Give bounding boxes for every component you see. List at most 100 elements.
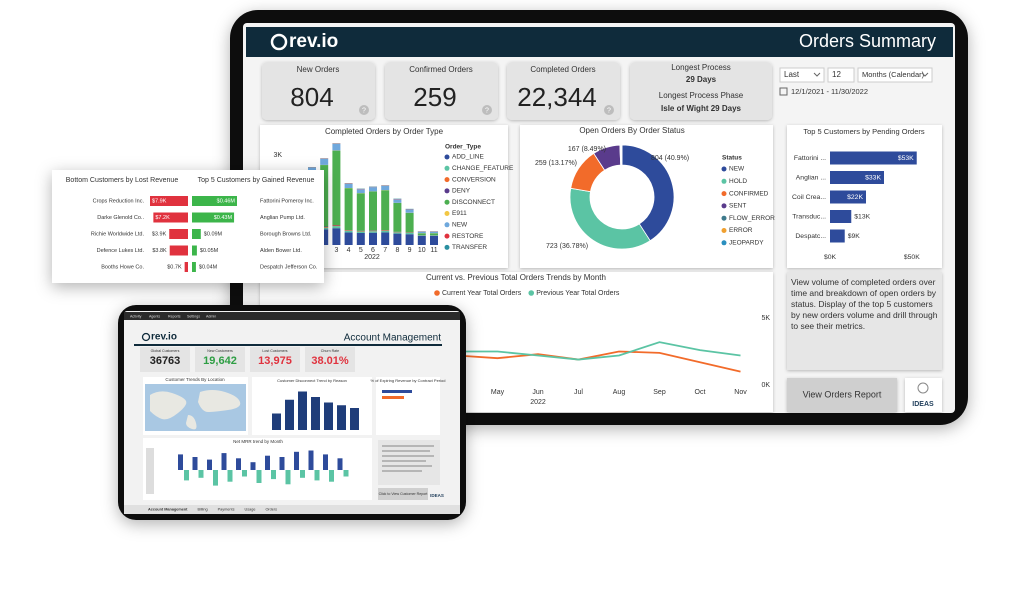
- chart-title: Net MRR trend by Month: [233, 439, 283, 444]
- bar: [337, 405, 346, 430]
- y-tick-label: Despatch Jefferson Co.: [260, 264, 318, 270]
- tab[interactable]: Payments: [218, 508, 235, 512]
- x-tick-label: May: [491, 389, 505, 396]
- description-box: [787, 272, 942, 370]
- bar-segment: [332, 143, 341, 151]
- dropdown[interactable]: [857, 67, 933, 83]
- bar: [192, 229, 201, 239]
- y-tick-label: Anglian ...: [796, 174, 826, 181]
- bar: [178, 454, 183, 470]
- x-tick-label: 8: [395, 247, 399, 254]
- bar: [308, 450, 314, 470]
- bar-segment: [369, 191, 377, 231]
- data-label: $0.43M: [214, 215, 233, 221]
- legend-marker: [444, 154, 450, 160]
- bar: [294, 451, 299, 470]
- data-label: 723 (36.78%): [546, 243, 588, 250]
- data-label: $0.04M: [199, 264, 218, 270]
- bar-segment: [417, 235, 426, 236]
- legend-marker: [721, 178, 727, 184]
- legend-title: Order_Type: [445, 144, 481, 151]
- tab[interactable]: Orders: [265, 508, 277, 512]
- legend-label: SENT: [729, 203, 746, 210]
- y-tick-label: Transduc...: [792, 213, 826, 220]
- kpi-card: [507, 62, 620, 120]
- button-label: View Orders Report: [803, 389, 882, 399]
- help-icon: [482, 105, 492, 115]
- donut-slice: [620, 144, 623, 166]
- bar-segment: [332, 150, 341, 226]
- bar: [343, 470, 349, 477]
- bar-segment: [405, 234, 414, 245]
- bar-segment: [405, 212, 414, 233]
- bar-segment: [417, 236, 426, 245]
- kpi-label: Longest Process: [671, 63, 731, 72]
- button[interactable]: [787, 378, 897, 412]
- nav-item: Agents: [149, 314, 160, 318]
- kpi-label: Longest Process Phase: [659, 91, 744, 100]
- donut-slice: [621, 144, 675, 242]
- legend-label: FLOW_ERROR: [729, 215, 775, 222]
- y-tick-label: 5K: [761, 315, 770, 322]
- bar: [329, 470, 334, 482]
- bar: [153, 212, 188, 223]
- kpi-card: [262, 62, 375, 120]
- tab[interactable]: Usage: [244, 508, 255, 512]
- legend-marker: [721, 166, 727, 172]
- legend-marker: [444, 211, 450, 216]
- bar-segment: [344, 232, 353, 245]
- bar-decor: [382, 396, 404, 399]
- bar: [250, 462, 256, 470]
- bar-segment: [356, 233, 365, 245]
- kpi-value: 38.01%: [311, 355, 349, 367]
- y-tick-label: Coil Crea...: [792, 194, 826, 201]
- input-value: 12: [832, 70, 841, 79]
- bar: [279, 457, 285, 470]
- input[interactable]: [827, 67, 855, 83]
- bar: [256, 470, 262, 483]
- legend-marker: [528, 290, 535, 296]
- button[interactable]: [378, 488, 428, 500]
- nav-item: Admin: [206, 314, 216, 318]
- bar-decor: [382, 390, 412, 393]
- bar-segment: [417, 231, 426, 234]
- kpi-card: [385, 62, 498, 120]
- description-box: [378, 440, 440, 485]
- legend-marker: [444, 165, 450, 171]
- kpi-value: 13,975: [258, 355, 292, 367]
- legend-label: RESTORE: [452, 233, 484, 240]
- tab[interactable]: Billing: [197, 508, 207, 512]
- x-tick-label: Jul: [574, 389, 583, 396]
- legend-marker: [721, 240, 727, 246]
- bar: [830, 210, 852, 223]
- help-icon-label: ?: [362, 107, 366, 114]
- data-label: $0.7K: [167, 264, 182, 270]
- data-label: $7.9K: [152, 198, 167, 204]
- x-tick-label: 10: [418, 247, 426, 254]
- tab[interactable]: Account Management: [148, 508, 188, 512]
- card-title: % of Expiring Revenue by Contract Period: [371, 378, 446, 383]
- logo: rev.io: [289, 31, 338, 52]
- legend-label: Current Year Total Orders: [442, 290, 522, 297]
- bar-segment: [405, 233, 414, 235]
- legend-marker: [444, 222, 450, 228]
- landmass: [150, 390, 241, 430]
- dropdown-value: Months (Calendar): [862, 70, 925, 79]
- bar-segment: [393, 199, 402, 203]
- chart-title: Customer Disconnect Trend by Reason: [277, 378, 347, 383]
- dropdown[interactable]: [779, 67, 825, 83]
- bar-segment: [344, 188, 353, 231]
- legend-marker: [444, 177, 450, 183]
- chart-title: Completed Orders by Order Type: [325, 127, 444, 136]
- button-label: Click to View Customer Report: [379, 492, 428, 496]
- x-tick-label: 9: [408, 247, 412, 254]
- x-tick-label: 7: [383, 247, 387, 254]
- bar: [324, 402, 333, 430]
- bar: [236, 458, 241, 470]
- bar: [830, 190, 866, 204]
- bar-segment: [369, 231, 377, 233]
- kpi-label: Global Customers: [151, 349, 180, 353]
- legend-label: JEOPARDY: [729, 240, 764, 247]
- nav-item: Settings: [187, 314, 200, 318]
